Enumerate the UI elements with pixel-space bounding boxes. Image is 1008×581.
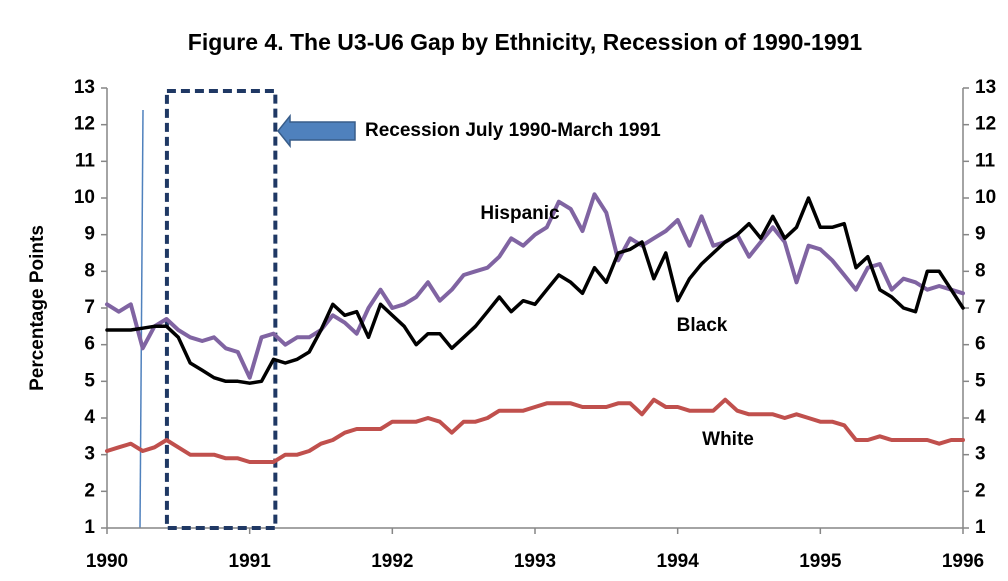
y-tick-label: 6: [84, 334, 95, 355]
y-tick-label: 11: [75, 150, 96, 171]
x-tick-label: 1993: [514, 551, 556, 572]
y-tick-label: 4: [84, 407, 95, 428]
y-tick-label: 8: [84, 260, 95, 281]
x-tick-label: 1995: [799, 551, 842, 572]
y2-tick-label: 1: [975, 517, 986, 538]
x-tick-label: 1994: [657, 551, 700, 572]
series-label: Hispanic: [480, 203, 560, 224]
marker-line: [139, 109, 144, 529]
y-tick-label: 7: [84, 297, 95, 318]
y2-tick-label: 3: [975, 444, 986, 465]
y-tick-label: 2: [84, 480, 95, 501]
y2-tick-label: 11: [975, 150, 996, 171]
y-tick-label: 13: [74, 77, 95, 98]
y2-tick-label: 2: [975, 480, 986, 501]
y2-tick-label: 12: [975, 114, 996, 135]
y2-tick-label: 6: [975, 334, 986, 355]
y-tick-label: 1: [84, 517, 95, 538]
chart-title: Figure 4. The U3-U6 Gap by Ethnicity, Re…: [188, 29, 863, 55]
annotation-arrow: [277, 113, 356, 149]
recession-box: [164, 89, 278, 530]
x-tick-label: 1996: [942, 551, 984, 572]
y-tick-label: 5: [84, 370, 95, 391]
y2-tick-label: 10: [975, 187, 996, 208]
y2-tick-label: 9: [975, 224, 986, 245]
y2-tick-label: 8: [975, 260, 986, 281]
series-label: Black: [677, 315, 728, 336]
x-tick-label: 1992: [371, 551, 413, 572]
y-tick-label: 9: [84, 224, 95, 245]
y2-tick-label: 4: [975, 407, 986, 428]
y2-tick-label: 5: [975, 370, 986, 391]
annotation: Recession July 1990-March 1991: [365, 120, 661, 141]
y-axis-label: Percentage Points: [27, 225, 48, 391]
series-line: [105, 196, 965, 385]
series-label: White: [702, 429, 754, 450]
y-tick-label: 12: [74, 114, 95, 135]
y2-tick-label: 13: [975, 77, 996, 98]
series-line: [105, 397, 965, 464]
x-tick-label: 1990: [86, 551, 128, 572]
y2-tick-label: 7: [975, 297, 986, 318]
y-tick-label: 10: [74, 187, 95, 208]
y-tick-label: 3: [84, 444, 95, 465]
series-line: [105, 192, 965, 380]
x-tick-label: 1991: [229, 551, 272, 572]
